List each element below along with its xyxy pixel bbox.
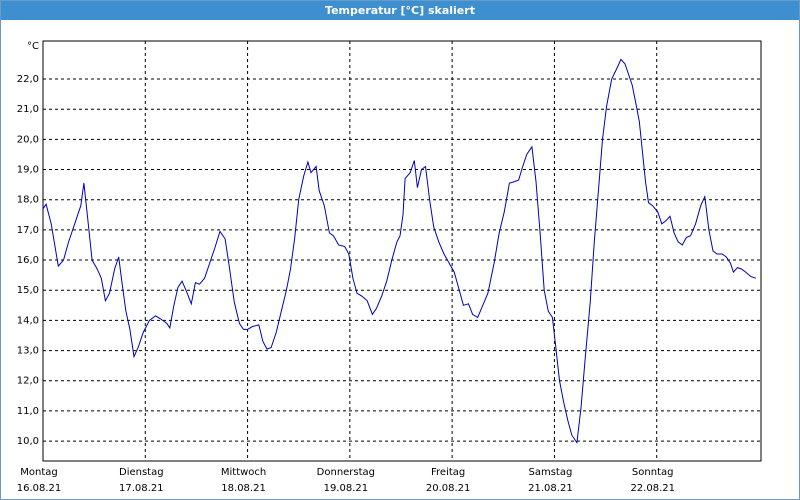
y-tick-label: 20,0 xyxy=(17,134,39,145)
y-tick-label: 22,0 xyxy=(17,74,39,85)
x-tick-label: Freitag 20.08.21 xyxy=(425,467,471,494)
chart-title: Temperatur [°C] skaliert xyxy=(1,1,799,20)
x-tick-label: Samstag 21.08.21 xyxy=(528,467,573,494)
y-tick-label: 15,0 xyxy=(17,285,39,296)
y-tick-label: 11,0 xyxy=(17,406,39,417)
temperature-line xyxy=(42,58,757,444)
y-tick-label: 13,0 xyxy=(17,346,39,357)
y-tick-label: 18,0 xyxy=(17,195,39,206)
x-tick-label: Mittwoch 18.08.21 xyxy=(220,467,267,494)
x-tick-label: Donnerstag 19.08.21 xyxy=(316,467,376,494)
y-tick-label: 19,0 xyxy=(17,165,39,176)
y-tick-label: 21,0 xyxy=(17,104,39,115)
y-tick-label: 14,0 xyxy=(17,315,39,326)
y-tick-label: 12,0 xyxy=(17,376,39,387)
y-tick-label: 17,0 xyxy=(17,225,39,236)
x-tick-label: Dienstag 17.08.21 xyxy=(118,467,164,494)
y-unit: °C xyxy=(27,41,39,52)
y-tick-label: 16,0 xyxy=(17,255,39,266)
y-tick-label: 10,0 xyxy=(17,436,39,447)
x-tick-label: Montag 16.08.21 xyxy=(16,467,62,494)
x-tick-label: Sonntag 22.08.21 xyxy=(630,467,675,494)
plot-frame xyxy=(42,40,762,462)
